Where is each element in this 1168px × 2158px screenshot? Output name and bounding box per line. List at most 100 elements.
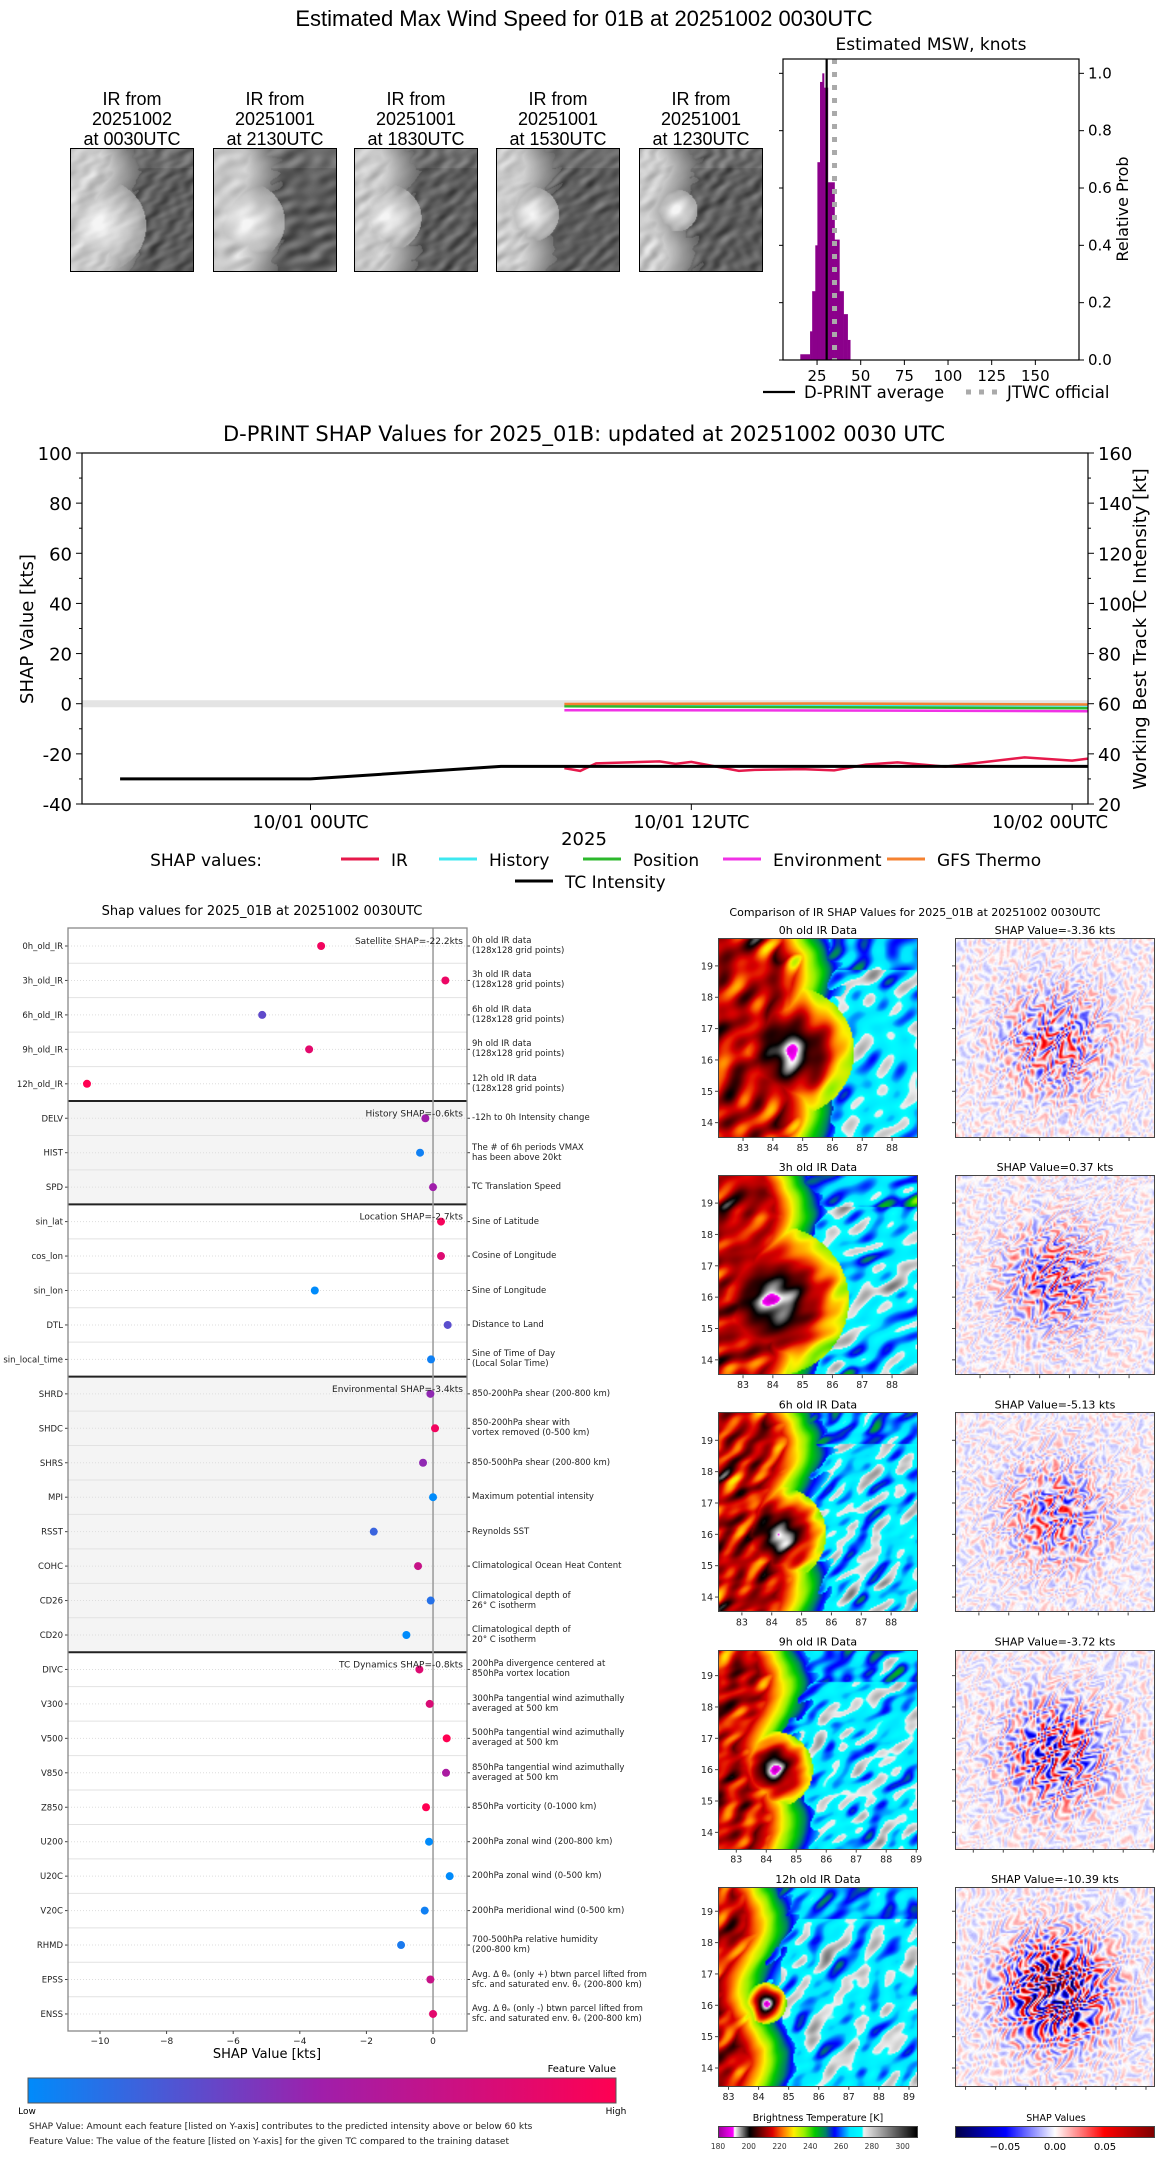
shap-timeline-y2label: Working Best Track TC Intensity [kt] bbox=[1130, 468, 1151, 789]
y-tick-label: 100 bbox=[38, 444, 72, 465]
histogram-bar bbox=[800, 354, 811, 360]
colorbar-high-label: High bbox=[606, 2107, 627, 2117]
ir-shap-map bbox=[955, 1649, 1155, 1850]
x-tick-label: 10/01 12UTC bbox=[633, 812, 749, 833]
feature-description: 850hPa tangential wind azimuthally avera… bbox=[472, 1762, 625, 1783]
shap-dot-u20c bbox=[445, 1872, 454, 1881]
shap-dot-12h_old_ir bbox=[82, 1079, 91, 1088]
y-tick-label: -40 bbox=[43, 795, 72, 816]
lat-tick-label: 18 bbox=[701, 1938, 713, 1949]
brightness-temperature-colorbar bbox=[718, 2126, 918, 2138]
legend-label: Environment bbox=[773, 851, 882, 871]
histogram-bar bbox=[827, 182, 835, 360]
feature-description: 12h old IR data (128x128 grid points) bbox=[472, 1073, 565, 1094]
feature-description: 300hPa tangential wind azimuthally avera… bbox=[472, 1693, 625, 1714]
lat-tick-label: 17 bbox=[701, 1024, 713, 1035]
x-tick-label: 125 bbox=[977, 367, 1006, 385]
shap-dot-delv bbox=[421, 1114, 430, 1123]
shap-dot-spd bbox=[429, 1183, 438, 1192]
lon-tick-label: 85 bbox=[797, 1143, 809, 1154]
shap-dot-9h_old_ir bbox=[305, 1045, 314, 1054]
feature-label: SHRD bbox=[39, 1390, 64, 1400]
feature-group-label: Environmental SHAP=-3.4kts bbox=[332, 1385, 463, 1395]
feature-label: ENSS bbox=[40, 2010, 63, 2020]
x-tick-label: 0 bbox=[430, 2037, 436, 2047]
feature-description: 200hPa divergence centered at 850hPa vor… bbox=[472, 1659, 606, 1680]
x-tick-label: 150 bbox=[1021, 367, 1050, 385]
timeline-frame bbox=[81, 452, 1089, 805]
lat-tick-label: 16 bbox=[701, 1055, 713, 1066]
x-tick-label: −10 bbox=[90, 2037, 109, 2047]
lat-tick-label: 15 bbox=[701, 2032, 713, 2043]
series-line-environment bbox=[564, 708, 1089, 713]
ir-thumbnail-image bbox=[639, 148, 763, 272]
y-tick-label: 60 bbox=[49, 544, 72, 565]
feature-label: DELV bbox=[41, 1114, 63, 1124]
feature-label: Z850 bbox=[41, 1803, 63, 1813]
lon-tick-label: 87 bbox=[843, 2092, 855, 2103]
histogram-bar bbox=[810, 331, 813, 360]
shap-dot-6h_old_ir bbox=[258, 1010, 267, 1019]
lat-tick-label: 15 bbox=[701, 1797, 713, 1808]
y2-tick-label: 80 bbox=[1098, 645, 1121, 666]
bt-colorbar-tick-label: 260 bbox=[834, 2142, 849, 2151]
lat-tick-label: 18 bbox=[701, 1230, 713, 1241]
ir-brightness-map bbox=[718, 1175, 918, 1376]
lon-tick-label: 87 bbox=[856, 1143, 868, 1154]
ir-comparison-title: Comparison of IR SHAP Values for 2025_01… bbox=[729, 906, 1100, 919]
lon-tick-label: 88 bbox=[886, 1380, 898, 1391]
shap-timeline-title: D-PRINT SHAP Values for 2025_01B: update… bbox=[223, 422, 945, 447]
lat-tick-label: 19 bbox=[701, 1671, 713, 1682]
feature-description: 850-200hPa shear (200-800 km) bbox=[472, 1388, 611, 1399]
lat-tick-label: 19 bbox=[701, 1907, 713, 1918]
feature-label: 6h_old_IR bbox=[22, 1011, 63, 1021]
shap-colorbar-title: SHAP Values bbox=[1026, 2113, 1086, 2124]
ir-panel-title: 12h old IR Data bbox=[775, 1873, 860, 1886]
lon-tick-label: 84 bbox=[753, 2092, 765, 2103]
histogram-bar bbox=[820, 81, 823, 360]
shap-dot-rsst bbox=[369, 1527, 378, 1536]
lon-tick-label: 87 bbox=[850, 1855, 862, 1866]
shap-dot-0h_old_ir bbox=[317, 942, 326, 950]
ir-thumbnail-image bbox=[213, 148, 337, 272]
shap-dot-v500 bbox=[442, 1734, 451, 1743]
lon-tick-label: 83 bbox=[730, 1855, 742, 1866]
feature-label: 0h_old_IR bbox=[22, 942, 63, 952]
lon-tick-label: 86 bbox=[826, 1143, 838, 1154]
y-tick-label: 0.2 bbox=[1088, 294, 1112, 312]
shap-dot-dtl bbox=[443, 1320, 452, 1329]
page-title: Estimated Max Wind Speed for 01B at 2025… bbox=[295, 6, 872, 31]
feature-label: V20C bbox=[40, 1907, 63, 1917]
y2-tick-label: 120 bbox=[1098, 544, 1132, 565]
histogram-bar bbox=[824, 87, 826, 361]
x-tick-label: 10/02 00UTC bbox=[992, 812, 1108, 833]
legend-label: History bbox=[489, 851, 549, 871]
feature-description: 850-200hPa shear with vortex removed (0-… bbox=[472, 1418, 590, 1439]
lon-tick-label: 86 bbox=[820, 1855, 832, 1866]
feature-description: 200hPa meridional wind (0-500 km) bbox=[472, 1905, 625, 1916]
x-tick-label: 25 bbox=[808, 367, 827, 385]
shap-dot-rhmd bbox=[397, 1941, 406, 1950]
lat-tick-label: 14 bbox=[701, 1355, 713, 1366]
lat-tick-label: 16 bbox=[701, 1293, 713, 1304]
feature-description: Climatological depth of 26° C isotherm bbox=[472, 1590, 571, 1611]
feature-label: 3h_old_IR bbox=[22, 976, 63, 986]
feature-label: 12h_old_IR bbox=[17, 1080, 63, 1090]
feature-label: RHMD bbox=[37, 1941, 64, 1951]
legend-dprint-label: D-PRINT average bbox=[804, 383, 944, 402]
lon-tick-label: 88 bbox=[885, 1617, 897, 1628]
shap-colorbar-tick-label: 0.00 bbox=[1044, 2142, 1066, 2153]
feature-description: Avg. Δ θₑ (only +) btwn parcel lifted fr… bbox=[472, 1969, 647, 1990]
bt-colorbar-tick-label: 180 bbox=[711, 2142, 726, 2151]
feature-label: U200 bbox=[41, 1838, 63, 1848]
feature-label: U20C bbox=[40, 1872, 63, 1882]
colorbar-low-label: Low bbox=[18, 2107, 36, 2117]
shap-dot-v300 bbox=[425, 1699, 434, 1708]
legend-label: GFS Thermo bbox=[937, 851, 1041, 871]
feature-label: SHRS bbox=[40, 1459, 63, 1469]
feature-shap-frame bbox=[67, 927, 468, 2032]
feature-label: COHC bbox=[38, 1562, 63, 1572]
feature-shap-title: Shap values for 2025_01B at 20251002 003… bbox=[102, 904, 423, 919]
lon-tick-label: 87 bbox=[856, 1380, 868, 1391]
